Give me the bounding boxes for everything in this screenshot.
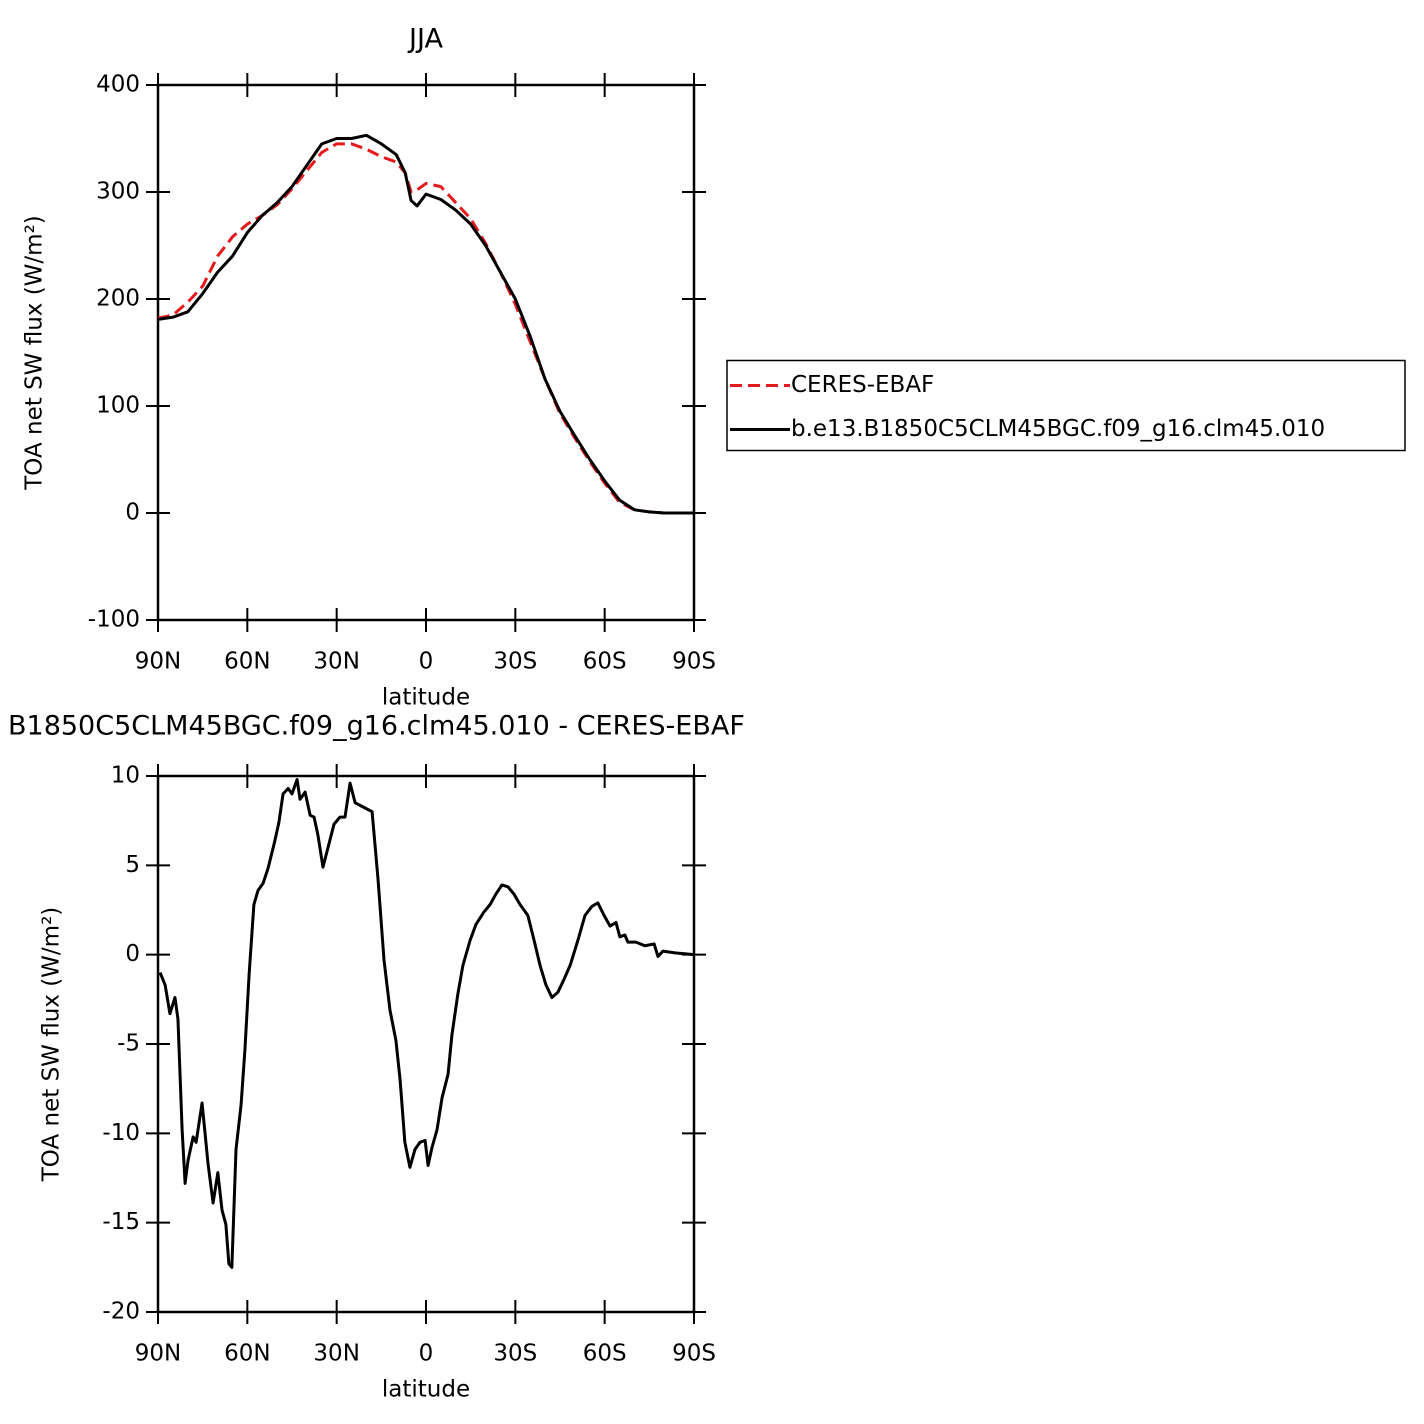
x-tick-label: 0 [419,1341,434,1367]
y-tick-label: 400 [96,72,140,98]
x-tick-label: 60S [583,649,627,675]
x-tick-label: 90N [135,649,181,675]
y-tick-label: 10 [111,763,140,789]
y-tick-label: -15 [102,1209,140,1235]
data-line [157,142,694,515]
x-tick-label: 30N [313,649,359,675]
x-tick-label: 30S [493,1341,537,1367]
x-tick-label: 30S [493,649,537,675]
y-axis-label: TOA net SW flux (W/m²) [39,907,65,1183]
plot-frame [156,774,696,1314]
y-tick-label: 300 [96,179,140,205]
plot-frame [156,83,696,622]
y-tick-label: -10 [102,1120,140,1146]
y-tick-label: 5 [125,852,140,878]
x-tick-label: 0 [419,649,434,675]
y-tick-label: -20 [102,1299,140,1325]
x-tick-label: 60S [583,1341,627,1367]
y-tick-label: 0 [125,941,140,967]
x-tick-label: 90S [672,1341,716,1367]
x-tick-label: 60N [224,649,270,675]
x-tick-label: 30N [313,1341,359,1367]
legend-label: CERES-EBAF [791,372,934,398]
x-tick-label: 60N [224,1341,270,1367]
x-axis-label: latitude [382,1377,470,1403]
y-tick-label: 200 [96,286,140,312]
y-tick-label: -100 [88,607,140,633]
x-tick-label: 90N [135,1341,181,1367]
legend-box [726,359,1406,452]
legend-label: b.e13.B1850C5CLM45BGC.f09_g16.clm45.010 [791,416,1325,442]
y-tick-label: 0 [125,500,140,526]
y-tick-label: 100 [96,393,140,419]
chart-title: JJA [407,24,443,55]
y-axis-label: TOA net SW flux (W/m²) [22,215,48,491]
x-axis-label: latitude [382,685,470,711]
chart-title: B1850C5CLM45BGC.f09_g16.clm45.010 - CERE… [8,711,745,742]
x-tick-label: 90S [672,649,716,675]
data-line [158,778,695,1269]
data-line [157,133,694,515]
y-tick-label: -5 [117,1031,140,1057]
